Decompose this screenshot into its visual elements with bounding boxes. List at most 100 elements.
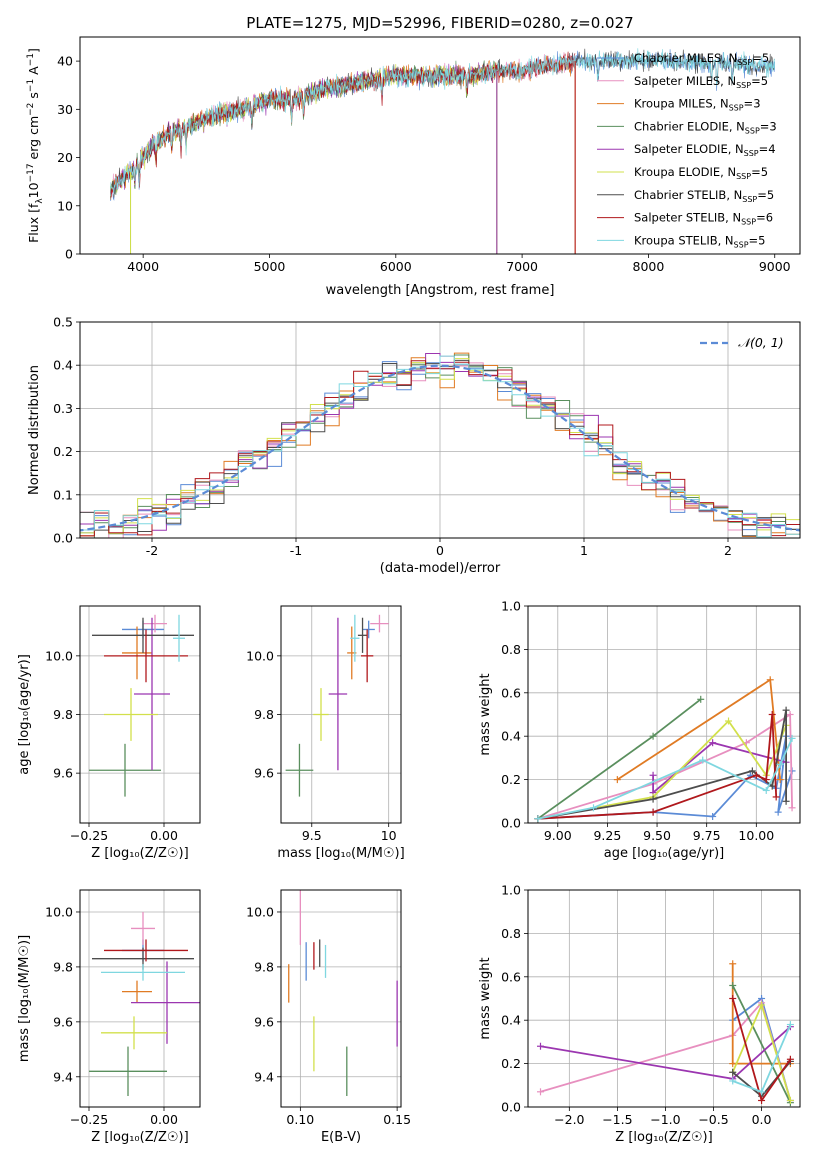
- y-tick-label: 0.2: [53, 444, 73, 459]
- x-tick-label: −1.0: [650, 1112, 680, 1127]
- error-bar-point: [361, 629, 374, 683]
- error-bar-point: [122, 626, 152, 680]
- y-label-part: erg cm: [26, 116, 41, 164]
- error-bar-point: [89, 1046, 167, 1097]
- y-tick-label: 10.0: [45, 648, 73, 663]
- axes-age-vs-mass: 9.5 10 9.6 9.8 10.0 mass [log₁₀(M/M☉)]: [246, 605, 405, 861]
- legend-nssp: 5: [762, 51, 769, 65]
- plus-marker: [772, 793, 780, 801]
- y-tick-label: 0.1: [53, 487, 73, 502]
- plus-marker: [649, 808, 657, 816]
- plus-marker: [649, 732, 657, 740]
- y-label-part: s: [26, 92, 41, 103]
- error-bar-point: [131, 911, 155, 945]
- legend-entry: Kroupa MILES, NSSP=3: [634, 97, 761, 113]
- y-tick-label: 0.6: [501, 685, 521, 700]
- plus-marker: [782, 706, 790, 714]
- axes-weight-vs-Z: −2.0 −1.5 −1.0 −0.5 0.0 0.0 0.2 0.4 0.6 0.8 1.0 Z […: [478, 883, 801, 1145]
- plus-marker: [776, 776, 784, 784]
- plus-marker: [766, 676, 774, 684]
- plus-marker: [768, 711, 776, 718]
- plus-marker: [788, 804, 796, 812]
- legend-series-name: Salpeter STELIB: [634, 211, 725, 225]
- plot-area-mass-vs-EBV: [288, 890, 398, 1097]
- x-tick-label: 9.25: [593, 828, 621, 843]
- legend-entry: Chabrier STELIB, NSSP=5: [634, 188, 774, 204]
- axes-weight-vs-age: 9.00 9.25 9.50 9.75 10.00 0.0 0.2 0.4 0.6 0.8 1.0 a…: [478, 599, 801, 861]
- legend-nssp: 6: [766, 211, 773, 225]
- y-tick-label: 0.6: [501, 969, 521, 984]
- y-tick-label: 9.4: [254, 1069, 274, 1084]
- plus-marker: [758, 1096, 766, 1104]
- y-label-part: −1: [26, 79, 36, 92]
- x-tick-label: 9000: [759, 259, 791, 274]
- weight-line: [537, 719, 787, 820]
- legend-entry: Salpeter ELODIE, NSSP=4: [634, 142, 776, 158]
- y-axis-label: mass [log₁₀(M/M☉)]: [17, 935, 32, 1062]
- y-label-part: λ: [35, 198, 45, 204]
- plus-marker: [748, 767, 756, 775]
- y-axis-label: Normed distribution: [27, 365, 42, 495]
- axes-frame: [79, 889, 201, 1108]
- axes-frame: [280, 889, 402, 1108]
- y-tick-label: 1.0: [501, 599, 521, 614]
- plus-marker: [788, 734, 796, 742]
- x-tick-label: 8000: [633, 259, 665, 274]
- y-tick-label: 0.0: [501, 1100, 521, 1115]
- legend-eq: =: [744, 97, 754, 111]
- error-bar-point: [134, 617, 170, 771]
- legend-series-name: Chabrier ELODIE: [634, 119, 729, 133]
- y-tick-label: 0.5: [53, 315, 73, 330]
- plus-marker: [729, 1068, 737, 1076]
- x-tick-label: 0.0: [752, 1112, 772, 1127]
- legend-series-name: Salpeter ELODIE: [634, 142, 728, 156]
- y-tick-label: 0.4: [501, 729, 521, 744]
- y-tick-label: 10.0: [45, 904, 73, 919]
- plus-marker: [699, 756, 707, 764]
- axes-residual-histogram: -2 -1 0 1 2 0.0 0.1 0.2 0.3 0.4 0.5 (data-model)/er…: [27, 315, 801, 576]
- legend-nssp: 5: [758, 233, 765, 247]
- y-tick-label: 9.8: [53, 959, 73, 974]
- legend-nssp: 5: [761, 74, 768, 88]
- x-tick-label: -1: [290, 543, 302, 558]
- y-tick-label: 9.8: [53, 707, 73, 722]
- y-tick-label: 0.2: [501, 772, 521, 787]
- y-tick-label: 9.6: [53, 766, 73, 781]
- legend-entry: Chabrier MILES, NSSP=5: [634, 51, 769, 67]
- y-axis-label: age [log₁₀(age/yr)]: [17, 654, 32, 775]
- legend-subscript: SSP: [741, 218, 756, 227]
- y-tick-label: 10.0: [246, 648, 274, 663]
- x-axis-label: Z [log₁₀(Z/Z☉)]: [615, 1130, 712, 1145]
- spectrum-line: [110, 48, 775, 197]
- legend-subscript: SSP: [736, 172, 751, 181]
- y-label-part: Flux [f: [26, 203, 41, 243]
- y-tick-label: 0.8: [501, 926, 521, 941]
- y-tick-label: 0.2: [501, 1056, 521, 1071]
- plot-area-age-vs-Z: [89, 614, 194, 797]
- plus-marker: [729, 960, 737, 968]
- x-tick-label: 0: [436, 543, 444, 558]
- axes-frame: [79, 36, 801, 255]
- x-tick-label: 9.00: [544, 828, 572, 843]
- y-tick-label: 9.6: [53, 1014, 73, 1029]
- x-tick-label: 9.50: [643, 828, 671, 843]
- y-tick-label: 10: [57, 198, 73, 213]
- error-bar-point: [122, 980, 152, 1003]
- y-label-part: A: [26, 66, 41, 79]
- legend-entry: Salpeter STELIB, NSSP=6: [634, 211, 773, 227]
- weight-line: [537, 710, 787, 820]
- y-tick-label: 9.8: [254, 707, 274, 722]
- plus-marker: [786, 1096, 794, 1104]
- plot-area-spectrum: [110, 48, 775, 254]
- error-bar-point: [89, 743, 161, 797]
- x-axis-label: Z [log₁₀(Z/Z☉)]: [91, 1130, 188, 1145]
- legend-nssp: 3: [769, 119, 776, 133]
- y-label-part: −17: [26, 163, 36, 182]
- y-tick-label: 9.6: [254, 1014, 274, 1029]
- x-axis-label: E(B-V): [321, 1130, 361, 1145]
- legend-subscript: SSP: [737, 58, 752, 67]
- legend-eq: =: [756, 211, 766, 225]
- error-bar-point: [285, 743, 314, 797]
- legend-nssp: 5: [761, 165, 768, 179]
